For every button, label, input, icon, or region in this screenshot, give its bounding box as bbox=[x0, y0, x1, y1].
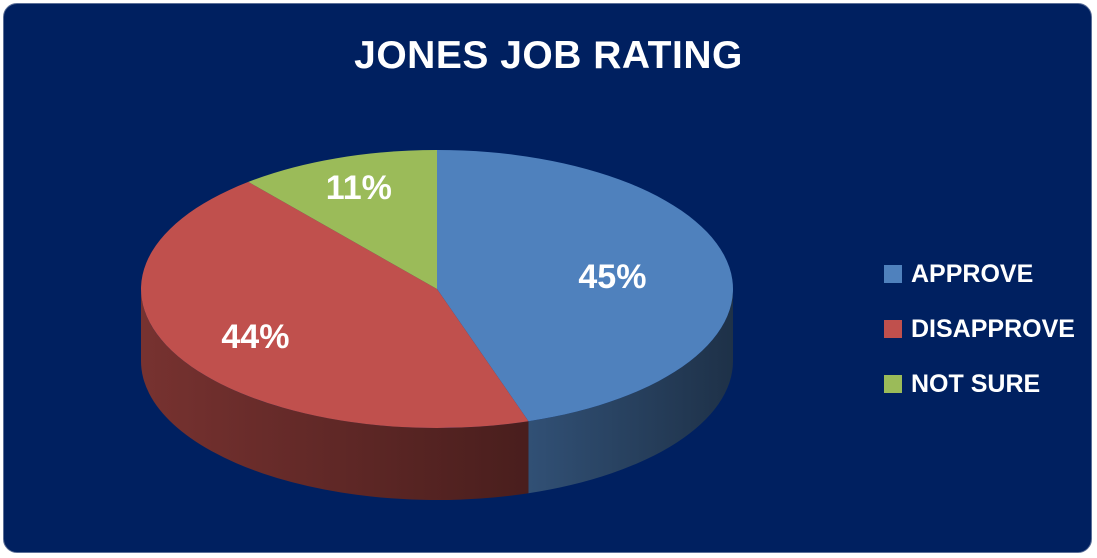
pie-tops bbox=[140, 150, 734, 428]
legend-item-not-sure: NOT SURE bbox=[884, 366, 1075, 402]
legend-item-approve: APPROVE bbox=[884, 256, 1075, 292]
pie-side-approve bbox=[528, 289, 733, 494]
data-label-disapprove: 44% bbox=[221, 318, 289, 356]
data-label-approve: 45% bbox=[578, 258, 646, 296]
pie-sides bbox=[141, 289, 733, 501]
pie-slice-approve bbox=[437, 150, 734, 422]
legend: APPROVE DISAPPROVE NOT SURE bbox=[884, 256, 1075, 421]
legend-label-not-sure: NOT SURE bbox=[911, 369, 1041, 398]
pie-chart: 45% 44% 11% bbox=[140, 150, 734, 501]
pie-slice-disapprove bbox=[140, 181, 529, 428]
legend-swatch-not-sure bbox=[884, 375, 902, 393]
legend-swatch-disapprove bbox=[884, 320, 902, 338]
legend-item-disapprove: DISAPPROVE bbox=[884, 311, 1075, 347]
legend-swatch-approve bbox=[884, 265, 902, 283]
pie-side-disapprove bbox=[141, 289, 529, 501]
legend-label-approve: APPROVE bbox=[911, 259, 1034, 288]
chart-container: JONES JOB RATING 45% 44% 11% APPROVE DISAP… bbox=[3, 3, 1092, 553]
chart-title: JONES JOB RATING bbox=[354, 34, 743, 77]
data-label-not-sure: 11% bbox=[326, 169, 392, 207]
legend-label-disapprove: DISAPPROVE bbox=[911, 314, 1075, 343]
pie-slice-not-sure bbox=[248, 150, 437, 289]
data-labels: 45% 44% 11% bbox=[221, 169, 646, 356]
